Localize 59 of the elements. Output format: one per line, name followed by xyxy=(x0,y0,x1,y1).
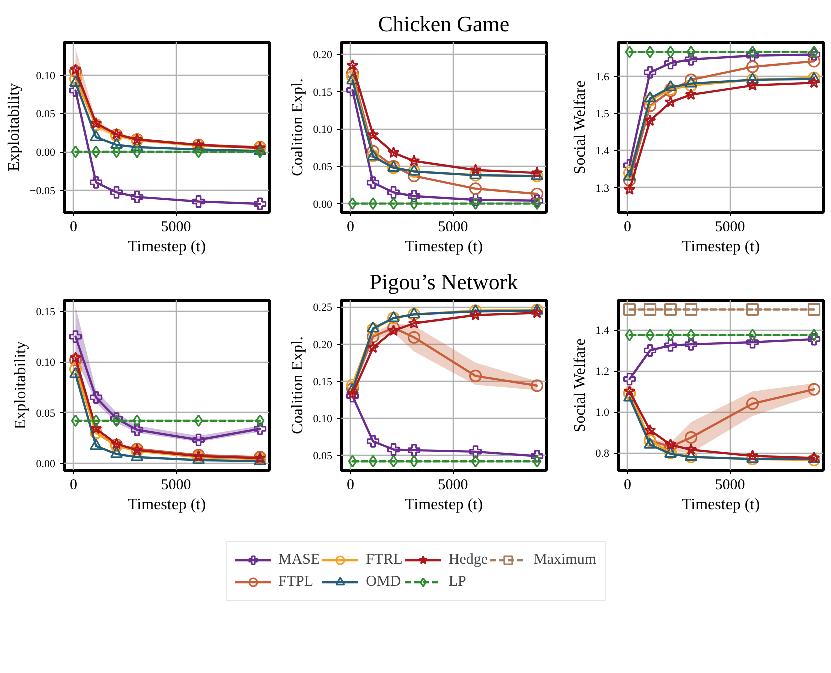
y-tick-label: 0.10 xyxy=(36,357,56,370)
x-tick-label: 5000 xyxy=(715,220,746,236)
y-tick-label: 0.05 xyxy=(36,108,56,121)
y-tick-label: 0.15 xyxy=(313,376,333,388)
x-tick-label: 5000 xyxy=(715,478,746,494)
y-tick-label: 0.15 xyxy=(313,86,333,99)
y-axis-title: Social Welfare xyxy=(572,338,589,433)
y-tick-label: 1.3 xyxy=(596,182,610,195)
legend-label: MASE xyxy=(278,552,320,568)
x-tick-label: 0 xyxy=(624,478,632,494)
legend-label: Hedge xyxy=(448,552,488,568)
x-tick-label: 0 xyxy=(346,220,354,236)
y-tick-label: −0.05 xyxy=(30,185,56,198)
y-axis-title: Coalition Expl. xyxy=(289,78,306,176)
x-tick-label: 0 xyxy=(70,220,78,236)
x-tick-label: 5000 xyxy=(438,478,468,494)
x-tick-label: 0 xyxy=(346,478,354,494)
x-tick-label: 5000 xyxy=(161,478,192,494)
y-tick-label: 1.2 xyxy=(596,366,610,378)
legend-label: LP xyxy=(448,574,468,590)
y-tick-label: 0.05 xyxy=(313,450,333,463)
y-tick-label: 0.10 xyxy=(36,70,56,82)
y-axis-title: Social Welfare xyxy=(572,80,589,175)
y-tick-label: 0.8 xyxy=(596,448,610,460)
y-tick-label: 0.05 xyxy=(36,408,56,420)
x-axis-title: Timestep (t) xyxy=(404,496,484,514)
y-tick-label: 0.20 xyxy=(313,49,333,62)
legend-label: OMD xyxy=(366,574,402,590)
x-axis-title: Timestep (t) xyxy=(404,238,484,256)
y-axis-title: Exploitability xyxy=(12,341,30,430)
chart-title: Pigou’s Network xyxy=(370,270,518,294)
y-tick-label: 0.00 xyxy=(36,458,56,470)
x-axis-title: Timestep (t) xyxy=(682,496,760,514)
x-tick-label: 0 xyxy=(624,220,632,236)
y-axis-title: Exploitability xyxy=(6,83,24,172)
y-tick-label: 1.4 xyxy=(596,146,610,158)
y-tick-label: 0.15 xyxy=(36,306,56,319)
y-tick-label: 1.5 xyxy=(596,108,610,121)
legend-label: FTPL xyxy=(278,574,314,590)
y-tick-label: 1.0 xyxy=(596,407,610,420)
legend-label: Maximum xyxy=(534,552,597,568)
chart-title: Chicken Game xyxy=(378,12,510,36)
y-tick-label: 1.4 xyxy=(596,325,610,338)
x-axis-title: Timestep (t) xyxy=(128,238,206,256)
x-tick-label: 5000 xyxy=(438,220,468,236)
x-tick-label: 0 xyxy=(70,478,78,494)
x-axis-title: Timestep (t) xyxy=(128,496,206,514)
y-axis-title: Coalition Expl. xyxy=(289,336,306,434)
y-tick-label: 0.25 xyxy=(313,302,333,314)
y-tick-label: 0.10 xyxy=(313,414,333,426)
y-tick-label: 0.00 xyxy=(36,147,56,160)
x-tick-label: 5000 xyxy=(161,220,192,236)
y-tick-label: 1.6 xyxy=(596,71,610,84)
y-tick-label: 0.00 xyxy=(313,198,333,211)
legend-label: FTRL xyxy=(366,552,403,568)
y-tick-label: 0.20 xyxy=(313,339,333,352)
y-tick-label: 0.05 xyxy=(313,161,333,174)
y-tick-label: 0.10 xyxy=(313,124,333,136)
x-axis-title: Timestep (t) xyxy=(682,238,760,256)
